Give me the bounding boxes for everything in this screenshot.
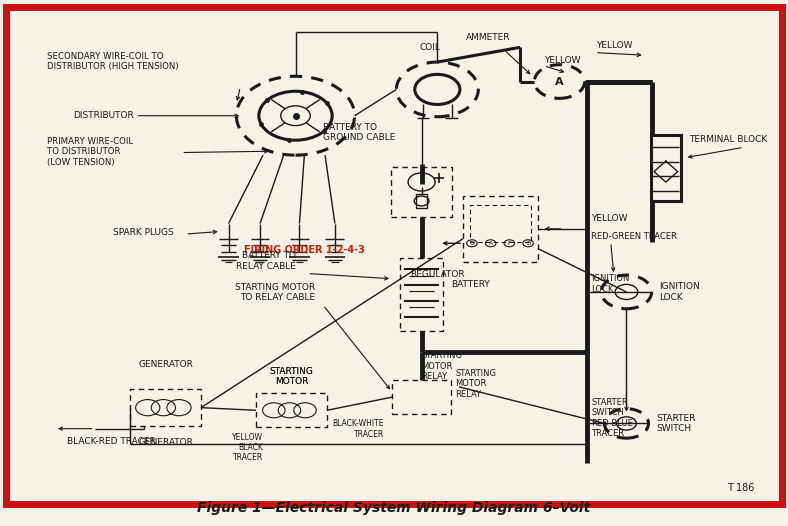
Text: Figure 1—Electrical System Wiring Diagram 6–Volt: Figure 1—Electrical System Wiring Diagra… (197, 501, 591, 514)
Text: BATTERY: BATTERY (451, 279, 490, 289)
Text: BATTERY TO
GROUND CABLE: BATTERY TO GROUND CABLE (323, 123, 396, 142)
Bar (391, 167, 452, 217)
Text: GENERATOR: GENERATOR (138, 438, 193, 447)
Text: STARTING
MOTOR
RELAY: STARTING MOTOR RELAY (455, 369, 496, 399)
Text: YELLOW: YELLOW (597, 41, 633, 50)
Bar (416, 194, 427, 208)
Text: STARTER
SWITCH: STARTER SWITCH (656, 414, 696, 433)
Text: YELLOW: YELLOW (591, 214, 627, 223)
Text: IGNITION
LOCK: IGNITION LOCK (660, 282, 701, 301)
Text: SPARK PLUGS: SPARK PLUGS (113, 228, 173, 237)
Text: FIRING ORDER 1-2-4-3: FIRING ORDER 1-2-4-3 (244, 245, 365, 255)
Text: BATTERY TO
RELAY CABLE: BATTERY TO RELAY CABLE (236, 251, 296, 271)
Text: T 186: T 186 (727, 483, 755, 493)
Text: STARTING
MOTOR: STARTING MOTOR (269, 367, 314, 386)
Text: BLACK-RED TRACER: BLACK-RED TRACER (67, 437, 156, 446)
Text: YELLOW
BLACK
TRACER: YELLOW BLACK TRACER (232, 432, 263, 462)
Text: GENERATOR: GENERATOR (138, 360, 193, 369)
Bar (400, 258, 443, 331)
Text: RED-BLUE
TRACER: RED-BLUE TRACER (591, 419, 633, 438)
Text: SECONDARY WIRE-COIL TO
DISTRIBUTOR (HIGH TENSION): SECONDARY WIRE-COIL TO DISTRIBUTOR (HIGH… (47, 52, 179, 71)
Text: STARTING
MOTOR: STARTING MOTOR (269, 367, 314, 386)
Bar (256, 393, 327, 427)
Bar (470, 206, 531, 241)
Text: F: F (507, 241, 511, 246)
Text: DISTRIBUTOR: DISTRIBUTOR (73, 111, 134, 120)
Text: RED-GREEN TRACER: RED-GREEN TRACER (591, 232, 677, 241)
Bar (130, 389, 201, 426)
Text: IGNITION
LOCK: IGNITION LOCK (591, 275, 630, 294)
Bar (463, 196, 537, 262)
Text: REGULATOR: REGULATOR (410, 270, 465, 279)
Text: A: A (556, 76, 563, 87)
Bar (392, 380, 451, 414)
Text: G: G (470, 241, 474, 246)
Text: PRIMARY WIRE-COIL
TO DISTRIBUTOR
(LOW TENSION): PRIMARY WIRE-COIL TO DISTRIBUTOR (LOW TE… (47, 137, 133, 167)
Text: AMMETER: AMMETER (466, 33, 511, 42)
Text: A: A (489, 241, 492, 246)
Text: TERMINAL BLOCK: TERMINAL BLOCK (689, 135, 767, 144)
Text: STARTER
SWITCH: STARTER SWITCH (591, 398, 628, 417)
Bar (651, 135, 681, 201)
Text: BLACK-WHITE
TRACER: BLACK-WHITE TRACER (333, 420, 385, 439)
Text: STARTING MOTOR
TO RELAY CABLE: STARTING MOTOR TO RELAY CABLE (235, 283, 315, 302)
Text: STARTING
MOTOR
RELAY: STARTING MOTOR RELAY (422, 351, 463, 381)
Text: YELLOW: YELLOW (544, 56, 580, 65)
Text: COIL: COIL (419, 43, 440, 52)
Text: B: B (526, 241, 530, 246)
